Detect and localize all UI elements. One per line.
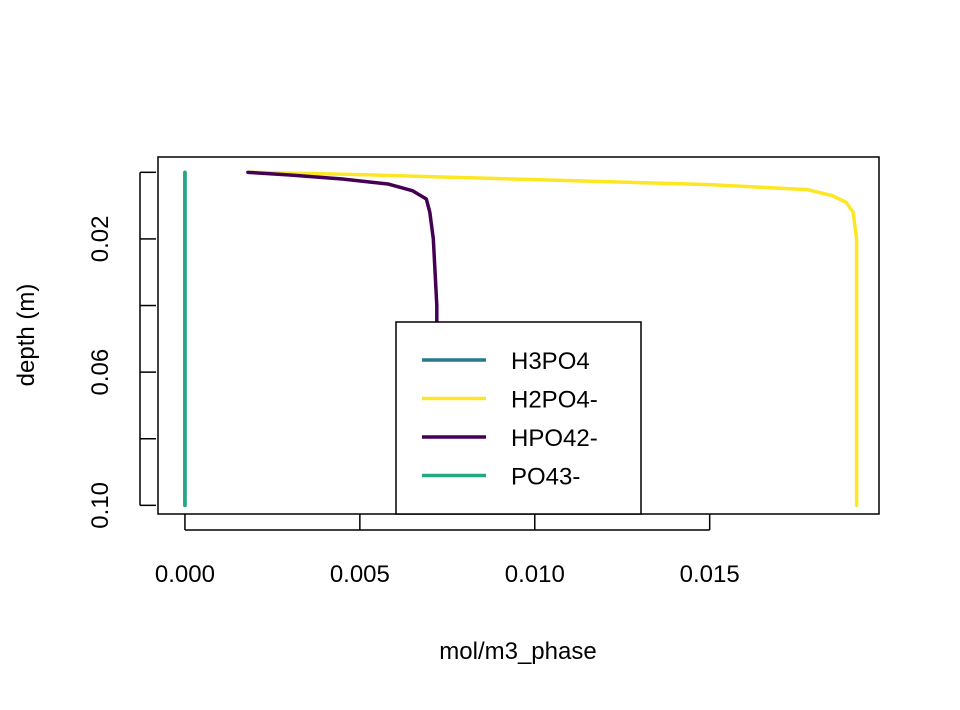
x-axis: 0.000 0.005 0.010 0.015 bbox=[155, 514, 740, 588]
y-tick-label: 0.06 bbox=[87, 349, 114, 396]
x-tick-label: 0.010 bbox=[505, 561, 565, 588]
x-tick-label: 0.005 bbox=[330, 561, 390, 588]
x-tick-label: 0.000 bbox=[155, 561, 215, 588]
legend-label-h2po4-: H2PO4- bbox=[511, 387, 598, 414]
y-axis-title: depth (m) bbox=[13, 284, 40, 387]
y-axis: 0.02 0.06 0.10 bbox=[87, 171, 156, 529]
x-tick-label: 0.015 bbox=[680, 561, 740, 588]
x-axis-title: mol/m3_phase bbox=[439, 638, 596, 665]
legend-label-hpo42-: HPO42- bbox=[511, 425, 598, 452]
legend-label-po43-: PO43- bbox=[511, 464, 580, 491]
y-tick-label: 0.02 bbox=[87, 216, 114, 263]
y-tick-label: 0.10 bbox=[87, 482, 114, 529]
plot-lines bbox=[183, 170, 859, 508]
legend-label-h3po4: H3PO4 bbox=[511, 348, 590, 375]
legend-box bbox=[395, 321, 642, 515]
legend: H3PO4 H2PO4- HPO42- PO43- bbox=[395, 321, 642, 515]
series-line-h2po4- bbox=[249, 170, 859, 508]
